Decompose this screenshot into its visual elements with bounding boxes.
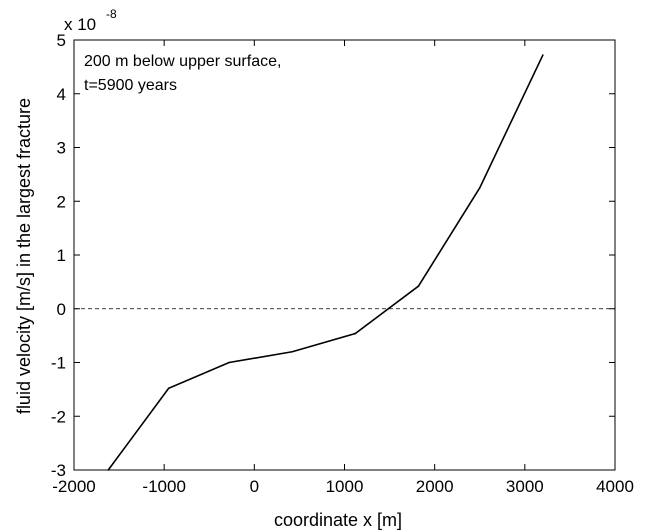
y-axis-title: fluid velocity [m/s] in the largest frac… (14, 98, 34, 414)
x-axis-title: coordinate x [m] (274, 510, 402, 530)
annotation-line-2: t=5900 years (84, 77, 177, 94)
y-tick-label: 4 (57, 85, 66, 104)
data-point (107, 469, 110, 471)
y-tick-label: 5 (57, 31, 66, 50)
axis-ticks (73, 39, 616, 471)
y-tick-label: 2 (57, 192, 66, 211)
data-point (417, 285, 420, 287)
x-tick-label: 4000 (596, 477, 634, 496)
y-tick-label: -1 (51, 354, 66, 373)
annotation-line-1: 200 m below upper surface, (84, 53, 281, 70)
x-tick-label: 3000 (506, 477, 544, 496)
y-tick-label: 3 (57, 139, 66, 158)
y-scale-factor-label: x 10 (64, 15, 96, 34)
data-point (228, 361, 230, 364)
data-point (291, 350, 294, 353)
x-tick-label: 0 (250, 477, 259, 496)
x-tick-label: 1000 (326, 477, 364, 496)
data-point (478, 187, 481, 189)
x-tick-label: -1000 (142, 477, 185, 496)
velocity-series-line (107, 54, 544, 471)
x-tick-label: -2000 (52, 477, 95, 496)
y-tick-labels: -3 -2 -1 0 1 2 3 4 5 (51, 31, 66, 480)
x-tick-label: 2000 (416, 477, 454, 496)
y-tick-label: 0 (57, 300, 66, 319)
data-point (354, 332, 357, 335)
velocity-series-points (107, 54, 544, 471)
data-point (542, 54, 544, 56)
y-tick-label: 1 (57, 246, 66, 265)
x-tick-labels: -2000 -1000 0 1000 2000 3000 4000 (52, 477, 634, 496)
y-tick-label: -3 (51, 461, 66, 480)
y-tick-label: -2 (51, 407, 66, 426)
data-point (167, 387, 170, 390)
y-scale-factor-exponent: -8 (106, 7, 117, 21)
